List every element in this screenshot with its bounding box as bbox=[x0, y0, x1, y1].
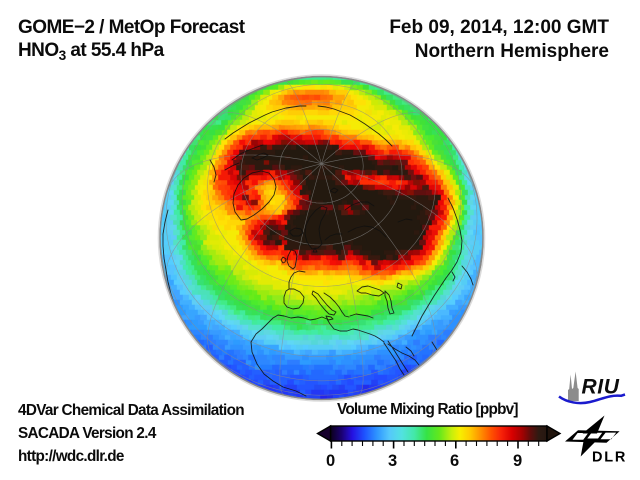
svg-text:RIU: RIU bbox=[582, 376, 620, 399]
svg-text:DLR: DLR bbox=[592, 450, 627, 466]
